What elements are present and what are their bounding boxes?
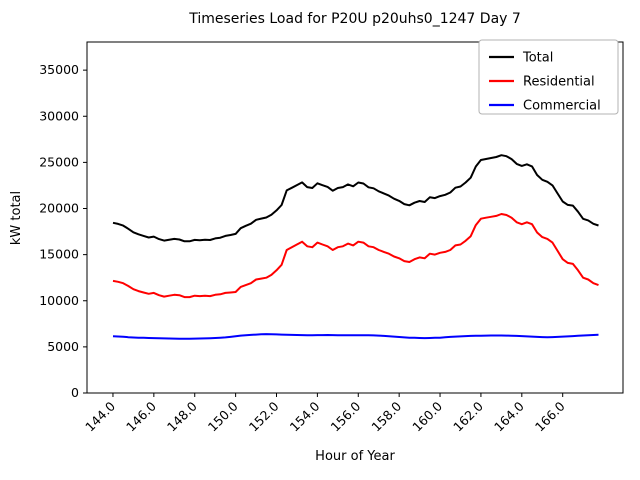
chart-title: Timeseries Load for P20U p20uhs0_1247 Da… [188, 11, 521, 27]
series-lines [112, 154, 599, 340]
legend-label-commercial: Commercial [523, 99, 601, 114]
legend: Total Residential Commercial [478, 39, 619, 115]
x-tick-label: 158.0 [368, 398, 404, 434]
y-axis-label: kW total [9, 191, 24, 245]
legend-label-residential: Residential [523, 75, 595, 90]
plot-frame [86, 41, 624, 394]
y-tick-label: 20000 [39, 201, 79, 216]
y-tick-label: 5000 [47, 339, 79, 354]
x-tick-label: 156.0 [327, 398, 363, 434]
x-tick-label: 166.0 [532, 398, 568, 434]
x-axis-ticks: 144.0 146.0 148.0 150.0 152.0 154.0 156.0 158.0… [82, 393, 568, 434]
series-line-commercial [112, 333, 599, 340]
series-line-residential [112, 213, 599, 299]
x-tick-label: 162.0 [450, 398, 486, 434]
y-tick-label: 35000 [39, 62, 79, 77]
legend-box [478, 39, 619, 115]
y-tick-label: 30000 [39, 108, 79, 123]
y-axis-ticks: 0 5000 10000 15000 20000 25000 30000 35000 [39, 62, 87, 400]
x-tick-label: 154.0 [287, 398, 323, 434]
x-tick-label: 152.0 [246, 398, 282, 434]
x-tick-label: 150.0 [205, 398, 241, 434]
y-tick-label: 15000 [39, 247, 79, 262]
x-tick-label: 148.0 [164, 398, 200, 434]
series-line-total [112, 154, 599, 243]
x-tick-label: 160.0 [409, 398, 445, 434]
x-tick-label: 144.0 [82, 398, 118, 434]
y-tick-label: 10000 [39, 293, 79, 308]
x-tick-label: 164.0 [491, 398, 527, 434]
y-tick-label: 25000 [39, 154, 79, 169]
y-tick-label: 0 [71, 385, 79, 400]
x-axis-label: Hour of Year [315, 449, 395, 464]
legend-label-total: Total [522, 51, 553, 66]
x-tick-label: 146.0 [123, 398, 159, 434]
